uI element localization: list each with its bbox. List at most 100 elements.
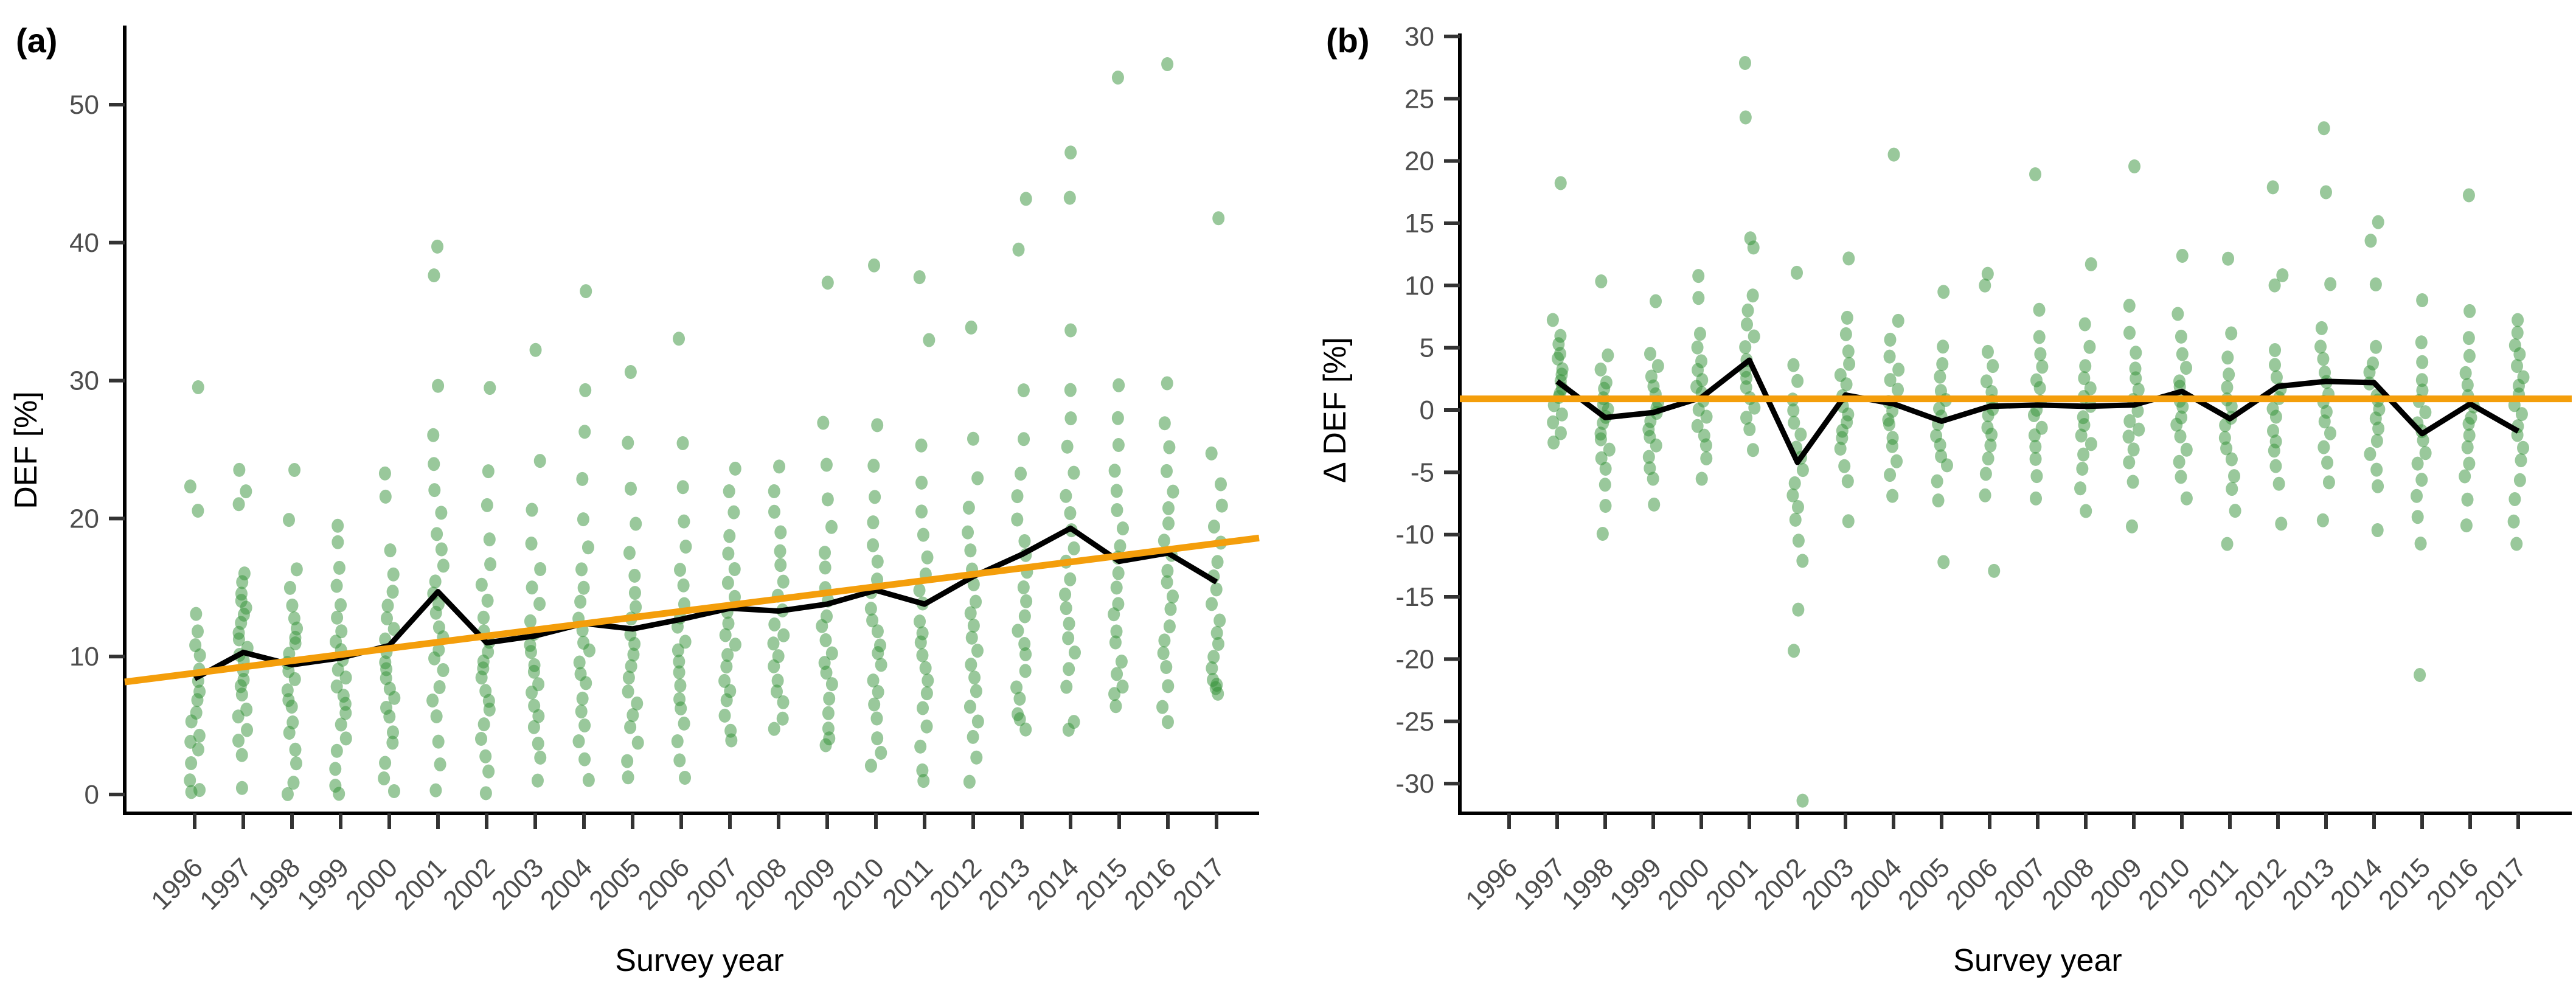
scatter-point [378, 771, 391, 786]
scatter-point [2128, 159, 2141, 173]
x-tick-label: 2016 [1119, 852, 1182, 916]
scatter-point [1934, 437, 1946, 452]
scatter-point [383, 709, 396, 724]
scatter-point [1937, 555, 1950, 569]
scatter-point [2317, 440, 2330, 454]
scatter-point [1554, 426, 1567, 440]
scatter-point [1842, 344, 1855, 359]
scatter-point [1883, 349, 1896, 364]
scatter-point [1979, 467, 1992, 481]
scatter-point [920, 686, 933, 701]
scatter-point [1012, 242, 1025, 257]
scatter-point [721, 575, 734, 590]
scatter-point [622, 436, 634, 450]
scatter-point [475, 732, 488, 746]
scatter-point [429, 605, 442, 620]
scatter-point [332, 518, 344, 533]
y-tick-label: 5 [1420, 333, 1434, 363]
scatter-point [577, 580, 590, 595]
scatter-point [1109, 635, 1122, 650]
scatter-point [232, 497, 245, 512]
scatter-point [821, 492, 834, 507]
scatter-point [968, 670, 981, 685]
scatter-point [1746, 443, 1759, 457]
scatter-point [2080, 504, 2092, 518]
scatter-point [677, 578, 690, 593]
scatter-point [2029, 439, 2042, 454]
scatter-point [718, 673, 731, 688]
scatter-point [1111, 667, 1123, 681]
scatter-point [774, 558, 787, 572]
scatter-point [2125, 519, 2138, 534]
scatter-point [232, 632, 245, 647]
scatter-point [771, 673, 784, 688]
scatter-point [621, 754, 634, 768]
scatter-point [768, 722, 780, 736]
scatter-point [526, 502, 538, 517]
scatter-point [526, 685, 538, 700]
scatter-point [923, 333, 936, 347]
scatter-point [674, 563, 687, 577]
scatter-point [1212, 637, 1224, 652]
scatter-point [576, 471, 589, 486]
scatter-point [1931, 474, 1943, 489]
scatter-point [1700, 409, 1713, 424]
scatter-point [1981, 344, 1994, 359]
scatter-point [1739, 110, 1752, 125]
scatter-point [1979, 488, 1991, 502]
scatter-point [2219, 418, 2232, 433]
scatter-point [914, 739, 927, 754]
scatter-point [1843, 356, 1856, 371]
scatter-point [1595, 274, 1608, 289]
scatter-point [673, 665, 686, 680]
scatter-point [1158, 416, 1171, 431]
scatter-point [679, 539, 692, 554]
scatter-point [1932, 493, 1945, 508]
scatter-point [332, 535, 344, 549]
scatter-point [2511, 359, 2524, 374]
scatter-point [1068, 465, 1080, 480]
scatter-point [1546, 313, 1559, 327]
scatter-point [185, 714, 198, 729]
scatter-point [2176, 248, 2189, 263]
scatter-point [185, 785, 198, 799]
scatter-point [1552, 351, 1564, 366]
x-tick-label: 2017 [2469, 852, 2532, 916]
scatter-point [917, 774, 930, 788]
scatter-point [2463, 349, 2476, 363]
scatter-point [965, 320, 977, 335]
scatter-point [1642, 450, 1655, 464]
scatter-point [572, 734, 585, 748]
scatter-point [481, 593, 494, 608]
scatter-point [2266, 180, 2279, 195]
scatter-point [430, 709, 443, 724]
x-tick-label: 2005 [583, 852, 647, 916]
x-tick-label: 2008 [729, 852, 793, 916]
scatter-point [718, 708, 731, 723]
y-tick-label: -25 [1395, 707, 1434, 737]
x-tick-label: 2014 [2325, 852, 2388, 916]
scatter-point [1887, 147, 1900, 162]
scatter-point [2419, 446, 2432, 461]
scatter-point [1206, 661, 1218, 675]
scatter-point [2218, 431, 2231, 445]
scatter-point [2370, 434, 2383, 448]
scatter-point [767, 636, 780, 651]
scatter-point [965, 630, 978, 645]
scatter-point [483, 702, 496, 717]
scatter-point [333, 787, 345, 801]
scatter-point [1060, 489, 1072, 503]
scatter-point [870, 711, 883, 726]
x-axis-title: Survey year [1953, 943, 2122, 978]
scatter-point [235, 748, 248, 762]
scatter-point [477, 717, 490, 732]
x-tick-label: 2010 [827, 852, 890, 916]
scatter-point [2130, 371, 2142, 386]
scatter-point [2078, 317, 2091, 332]
scatter-point [1842, 251, 1855, 266]
scatter-point [1884, 373, 1897, 388]
scatter-point [2123, 455, 2136, 470]
scatter-point [2221, 537, 2234, 551]
scatter-point [1019, 192, 1032, 206]
scatter-point [193, 728, 206, 743]
